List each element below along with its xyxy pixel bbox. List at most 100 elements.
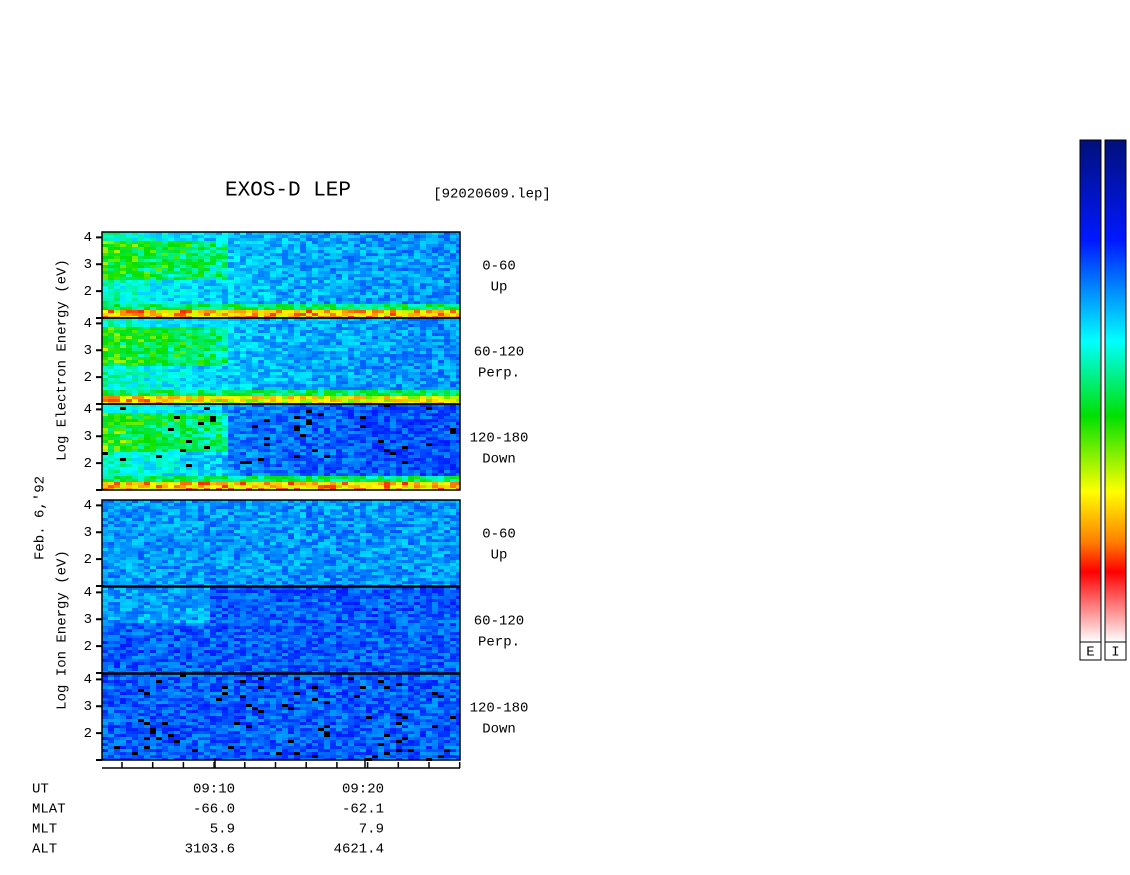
spectrogram-cell	[366, 416, 372, 419]
spectrogram-cell	[288, 437, 294, 440]
spectrogram-cell	[132, 277, 138, 280]
spectrogram-cell	[372, 416, 378, 419]
spectrogram-cell	[216, 419, 222, 422]
spectrogram-cell	[204, 310, 210, 313]
spectrogram-cell	[168, 437, 174, 440]
spectrogram-cell	[228, 301, 234, 304]
spectrogram-cell	[288, 384, 294, 387]
spectrogram-cell	[210, 244, 216, 247]
spectrogram-cell	[120, 422, 126, 425]
spectrogram-cell	[156, 422, 162, 425]
spectrogram-cell	[318, 289, 324, 292]
spectrogram-cell	[138, 274, 144, 277]
spectrogram-cell	[306, 485, 312, 488]
spectrogram-cell	[222, 363, 228, 366]
spectrogram-cell	[108, 360, 114, 363]
spectrogram-cell	[162, 259, 168, 262]
spectrogram-cell	[138, 404, 144, 407]
spectrogram-cell	[348, 268, 354, 271]
spectrogram-cell	[444, 402, 450, 404]
spectrogram-cell	[126, 416, 132, 419]
spectrogram-cell	[150, 402, 156, 404]
spectrogram-cell	[150, 232, 156, 235]
spectrogram-cell	[156, 238, 162, 241]
spectrogram-cell	[186, 238, 192, 241]
spectrogram-cell	[372, 232, 378, 235]
spectrogram-cell	[162, 467, 168, 470]
spectrogram-cell	[270, 327, 276, 330]
spectrogram-cell	[348, 464, 354, 467]
spectrogram-cell	[372, 247, 378, 250]
spectrogram-cell	[330, 298, 336, 301]
spectrogram-cell	[378, 387, 384, 390]
spectrogram-cell	[330, 360, 336, 363]
spectrogram-cell	[264, 310, 270, 313]
spectrogram-cell	[162, 366, 168, 369]
spectrogram-cell	[258, 434, 264, 437]
spectrogram-cell	[342, 274, 348, 277]
spectrogram-cell	[282, 277, 288, 280]
spectrogram-cell	[258, 399, 264, 402]
spectrogram-cell	[198, 351, 204, 354]
spectrogram-cell	[270, 366, 276, 369]
spectrogram-cell	[426, 307, 432, 310]
spectrogram-cell	[222, 283, 228, 286]
spectrogram-cell	[318, 461, 324, 464]
spectrogram-cell	[270, 280, 276, 283]
spectrogram-cell	[180, 443, 186, 446]
spectrogram-cell	[348, 316, 354, 318]
spectrogram-cell	[192, 488, 198, 490]
spectrogram-cell	[336, 455, 342, 458]
spectrogram-cell	[384, 446, 390, 449]
spectrogram-cell	[198, 473, 204, 476]
spectrogram-cell	[240, 292, 246, 295]
spectrogram-cell	[126, 360, 132, 363]
spectrogram-cell	[312, 470, 318, 473]
spectrogram-cell	[300, 339, 306, 342]
spectrogram-cell	[156, 253, 162, 256]
spectrogram-cell	[378, 476, 384, 479]
spectrogram-cell	[234, 295, 240, 298]
spectrogram-cell	[366, 321, 372, 324]
spectrogram-cell	[192, 330, 198, 333]
spectrogram-cell	[318, 357, 324, 360]
spectrogram-cell	[378, 268, 384, 271]
spectrogram-cell	[450, 235, 456, 238]
spectrogram-cell	[282, 259, 288, 262]
spectrogram-cell	[336, 428, 342, 431]
spectrogram-cell	[144, 476, 150, 479]
spectrogram-cell	[192, 259, 198, 262]
spectrogram-cell	[390, 488, 396, 490]
spectrogram-cell	[360, 286, 366, 289]
spectrogram-cell	[168, 286, 174, 289]
spectrogram-cell	[384, 313, 390, 316]
spectrogram-cell	[150, 378, 156, 381]
spectrogram-cell	[318, 375, 324, 378]
spectrogram-cell	[204, 324, 210, 327]
spectrogram-cell	[222, 256, 228, 259]
spectrogram-cell	[216, 410, 222, 413]
spectrogram-cell	[366, 280, 372, 283]
spectrogram-cell	[288, 301, 294, 304]
spectrogram-cell	[450, 351, 456, 354]
spectrogram-cell	[342, 422, 348, 425]
spectrogram-cell	[408, 461, 414, 464]
spectrogram-cell	[270, 369, 276, 372]
spectrogram-cell	[378, 250, 384, 253]
spectrogram-cell	[138, 235, 144, 238]
spectrogram-cell	[444, 396, 450, 399]
spectrogram-cell	[390, 301, 396, 304]
spectrogram-cell	[102, 345, 108, 348]
spectrogram-cell	[318, 360, 324, 363]
spectrogram-cell	[222, 298, 228, 301]
spectrogram-cell	[366, 434, 372, 437]
spectrogram-cell	[270, 351, 276, 354]
spectrogram-cell	[174, 238, 180, 241]
spectrogram-cell	[294, 256, 300, 259]
spectrogram-cell	[108, 357, 114, 360]
spectrogram-cell	[234, 301, 240, 304]
spectrogram-cell	[432, 345, 438, 348]
spectrogram-cell	[276, 449, 282, 452]
spectrogram-cell	[378, 404, 384, 407]
spectrogram-cell	[276, 396, 282, 399]
